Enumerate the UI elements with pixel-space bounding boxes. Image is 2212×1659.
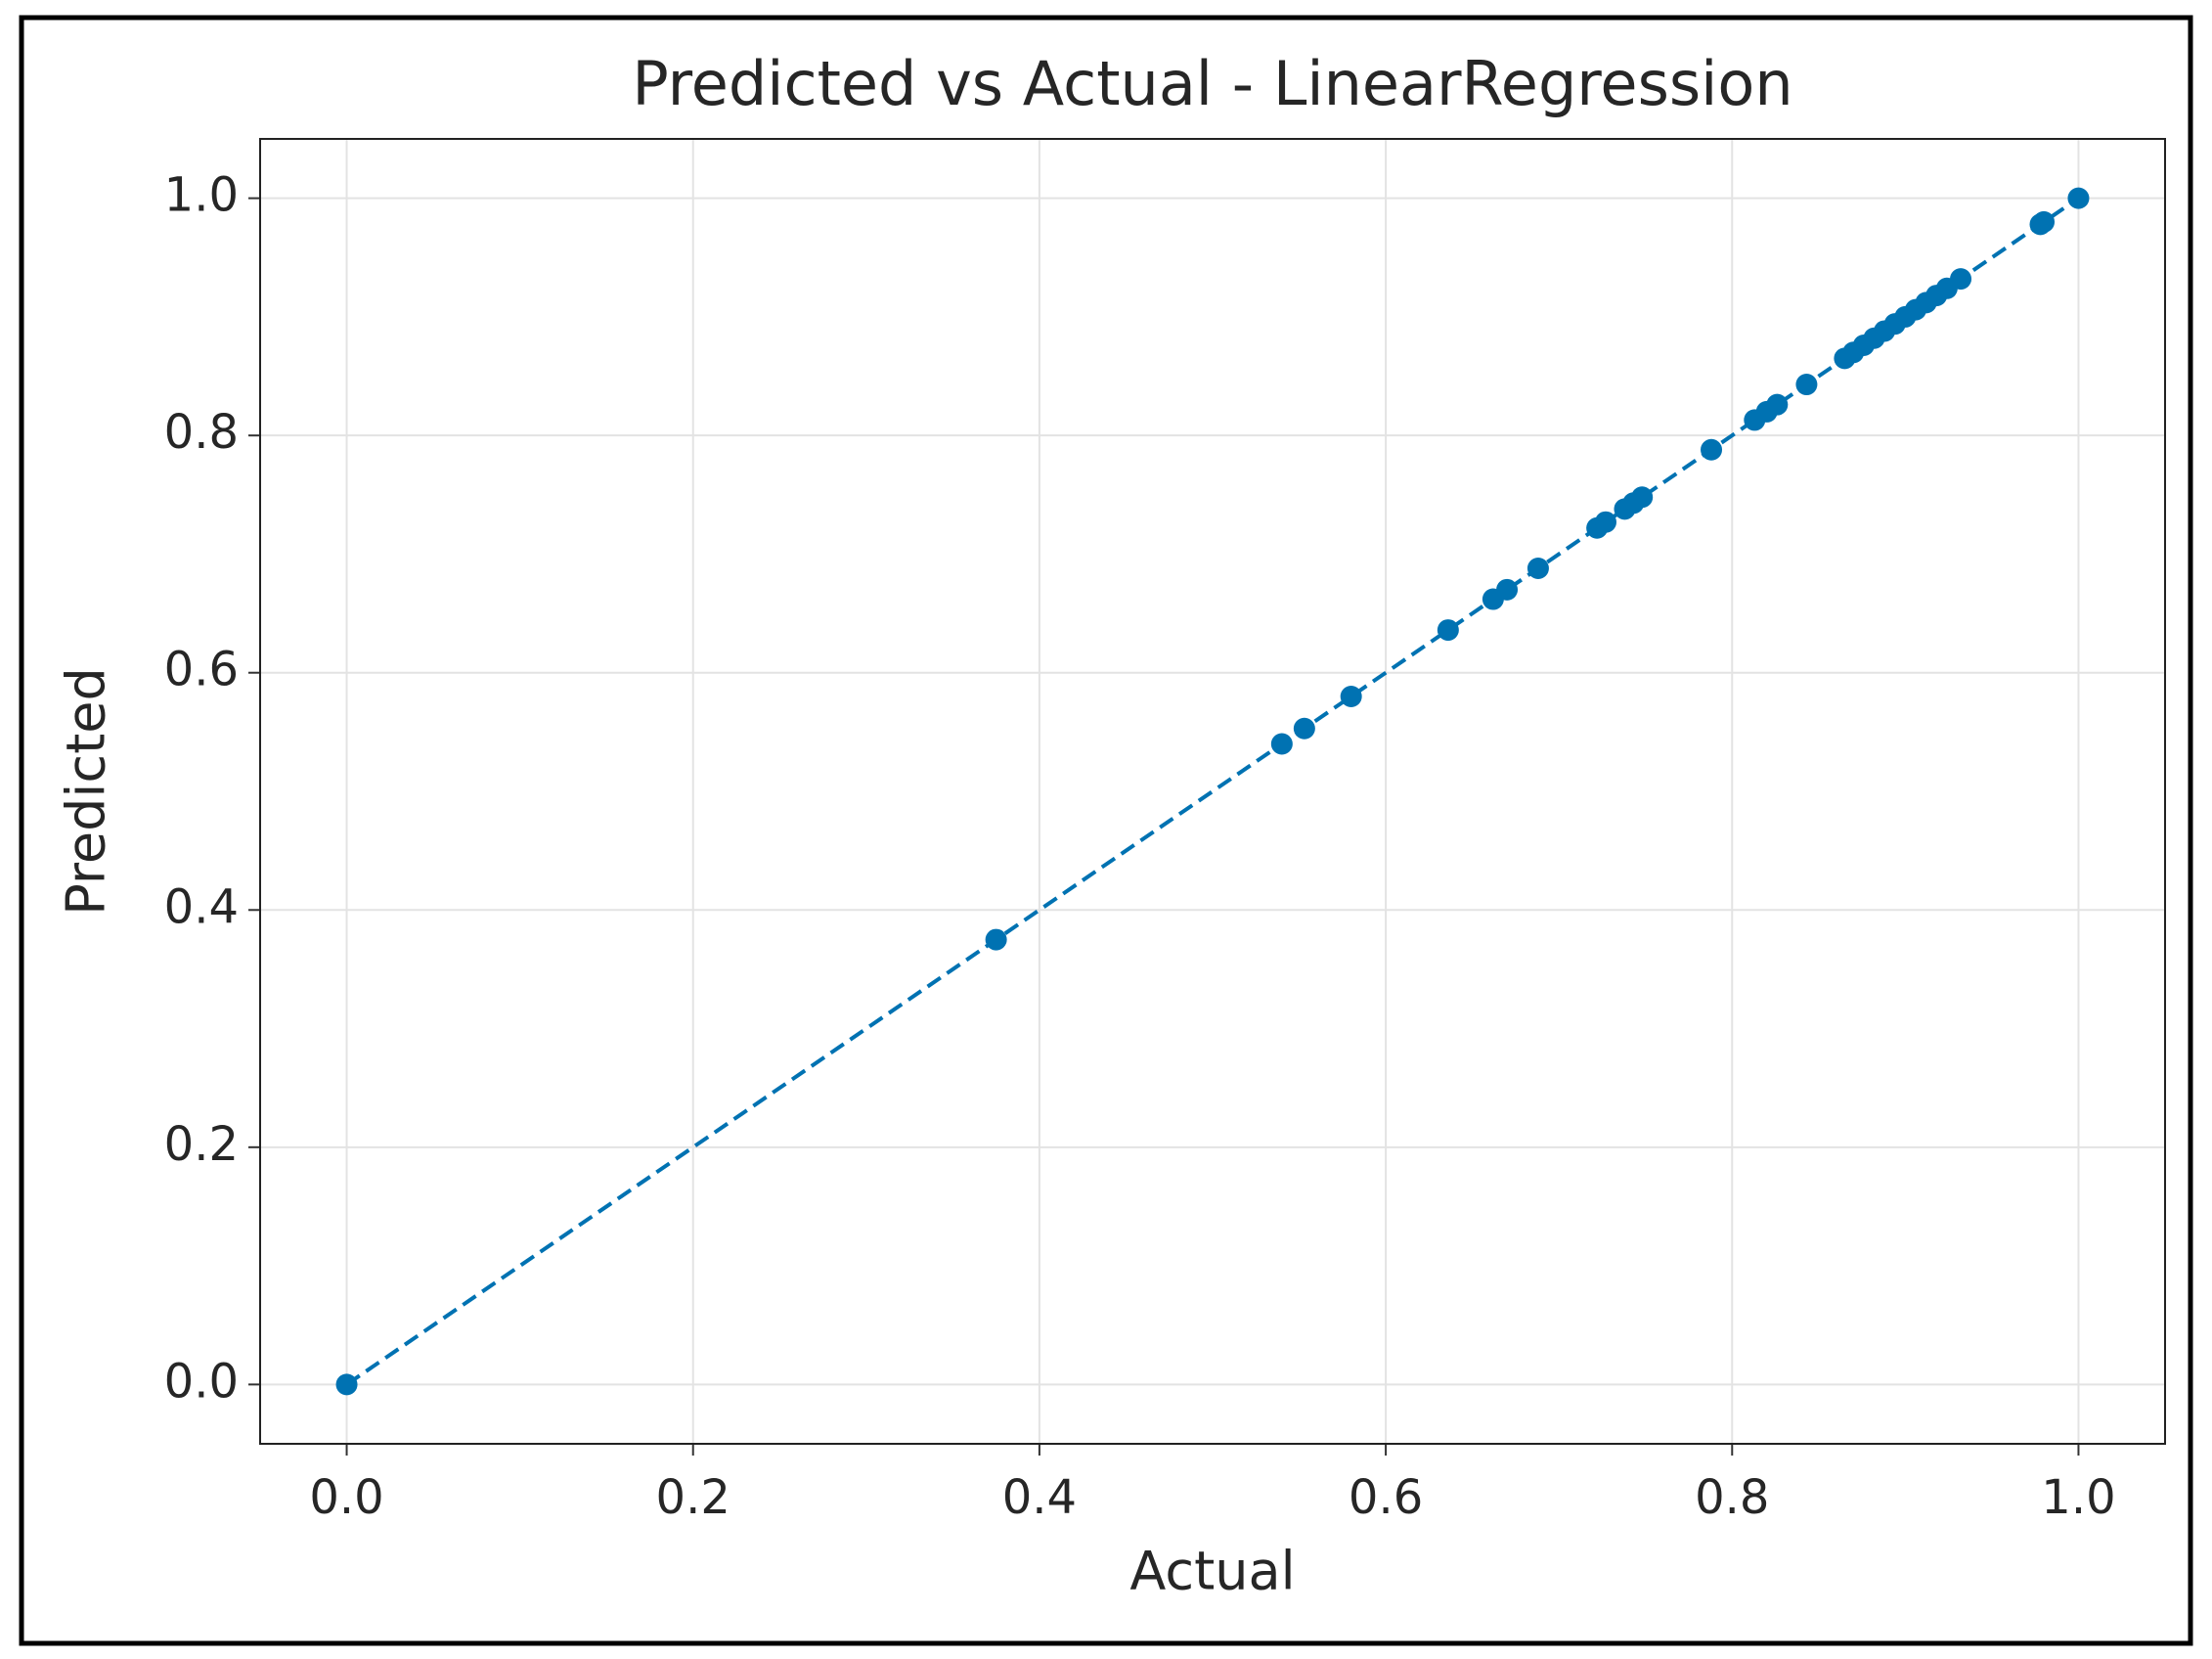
x-tick-label: 0.0	[309, 1470, 383, 1525]
y-axis-label: Predicted	[56, 667, 117, 916]
scatter-point	[1950, 268, 1972, 291]
x-tick-label: 0.8	[1695, 1470, 1769, 1525]
y-tick-label: 0.0	[164, 1354, 239, 1409]
x-tick-label: 1.0	[2041, 1470, 2115, 1525]
scatter-point	[985, 928, 1007, 951]
scatter-point	[1526, 558, 1549, 580]
x-axis-label: Actual	[1129, 1541, 1295, 1602]
scatter-point	[1795, 374, 1818, 396]
scatter-point	[335, 1373, 358, 1396]
y-tick-label: 0.8	[164, 405, 239, 460]
x-tick-label: 0.2	[656, 1470, 730, 1525]
scatter-point	[1270, 733, 1293, 755]
plot-area	[259, 138, 2166, 1445]
scatter-point	[1340, 685, 1362, 707]
x-tick-label: 0.4	[1002, 1470, 1077, 1525]
scatter-point	[1766, 393, 1789, 416]
y-tick-label: 0.2	[164, 1117, 239, 1172]
scatter-point	[1701, 438, 1723, 461]
scatter-point	[1496, 578, 1519, 601]
frame	[19, 15, 2193, 1646]
scatter-point	[1594, 511, 1616, 533]
scatter-point	[2033, 210, 2056, 233]
y-tick-label: 0.6	[164, 643, 239, 697]
x-tick-label: 0.6	[1349, 1470, 1423, 1525]
y-tick-label: 1.0	[164, 168, 239, 223]
scatter-point	[2067, 187, 2090, 209]
y-tick-label: 0.4	[164, 879, 239, 934]
scatter-point	[1293, 717, 1315, 740]
scatter-point	[1631, 486, 1654, 509]
scatter-point	[1437, 619, 1459, 642]
chart-title: Predicted vs Actual - LinearRegression	[632, 48, 1792, 119]
reference-line	[345, 196, 2080, 1387]
